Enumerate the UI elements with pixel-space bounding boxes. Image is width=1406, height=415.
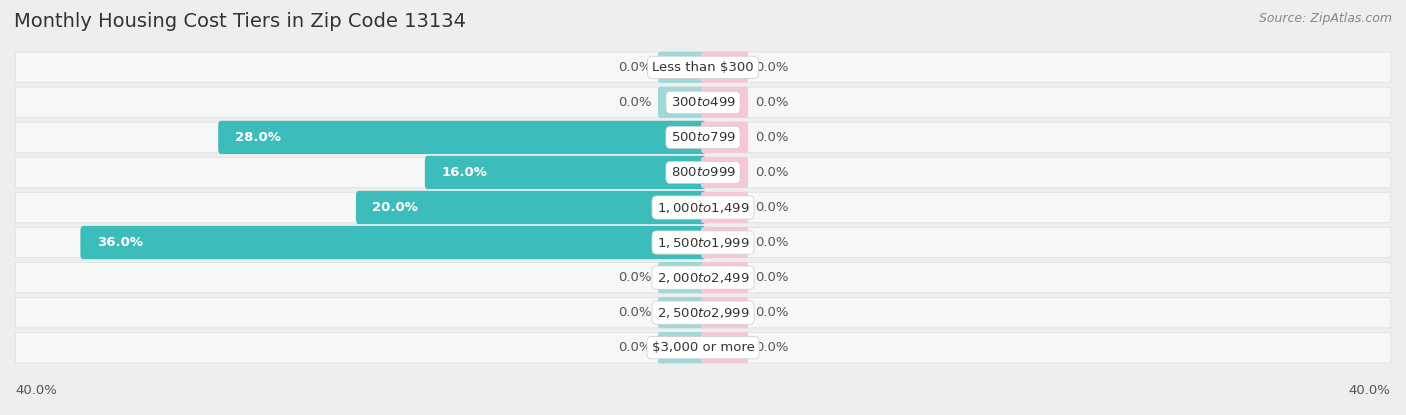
Text: 16.0%: 16.0%: [441, 166, 486, 179]
FancyBboxPatch shape: [702, 87, 748, 118]
FancyBboxPatch shape: [15, 298, 1391, 328]
Text: 0.0%: 0.0%: [755, 236, 789, 249]
Text: 0.0%: 0.0%: [755, 306, 789, 319]
Text: 0.0%: 0.0%: [755, 271, 789, 284]
Text: 0.0%: 0.0%: [755, 166, 789, 179]
Text: $800 to $999: $800 to $999: [671, 166, 735, 179]
Text: 0.0%: 0.0%: [617, 61, 651, 74]
FancyBboxPatch shape: [356, 191, 706, 224]
Text: Source: ZipAtlas.com: Source: ZipAtlas.com: [1258, 12, 1392, 25]
Text: 40.0%: 40.0%: [1348, 384, 1391, 398]
FancyBboxPatch shape: [15, 122, 1391, 153]
FancyBboxPatch shape: [702, 297, 748, 328]
Text: 0.0%: 0.0%: [617, 271, 651, 284]
FancyBboxPatch shape: [702, 262, 748, 293]
Text: $1,500 to $1,999: $1,500 to $1,999: [657, 236, 749, 249]
Text: 36.0%: 36.0%: [97, 236, 143, 249]
FancyBboxPatch shape: [658, 52, 704, 83]
FancyBboxPatch shape: [702, 332, 748, 363]
Text: 0.0%: 0.0%: [617, 341, 651, 354]
FancyBboxPatch shape: [658, 332, 704, 363]
FancyBboxPatch shape: [218, 121, 706, 154]
Text: 20.0%: 20.0%: [373, 201, 418, 214]
Text: $500 to $799: $500 to $799: [671, 131, 735, 144]
Text: 0.0%: 0.0%: [617, 96, 651, 109]
Text: $300 to $499: $300 to $499: [671, 96, 735, 109]
FancyBboxPatch shape: [15, 262, 1391, 293]
FancyBboxPatch shape: [702, 227, 748, 258]
FancyBboxPatch shape: [15, 192, 1391, 223]
Text: Less than $300: Less than $300: [652, 61, 754, 74]
FancyBboxPatch shape: [15, 332, 1391, 363]
FancyBboxPatch shape: [658, 262, 704, 293]
FancyBboxPatch shape: [15, 227, 1391, 258]
FancyBboxPatch shape: [15, 87, 1391, 117]
FancyBboxPatch shape: [80, 226, 706, 259]
FancyBboxPatch shape: [15, 52, 1391, 83]
FancyBboxPatch shape: [15, 157, 1391, 188]
Text: 0.0%: 0.0%: [755, 131, 789, 144]
FancyBboxPatch shape: [658, 297, 704, 328]
FancyBboxPatch shape: [658, 87, 704, 118]
Text: 0.0%: 0.0%: [755, 201, 789, 214]
Text: 0.0%: 0.0%: [755, 341, 789, 354]
FancyBboxPatch shape: [702, 192, 748, 223]
Text: 0.0%: 0.0%: [755, 96, 789, 109]
Text: $2,500 to $2,999: $2,500 to $2,999: [657, 305, 749, 320]
Text: 0.0%: 0.0%: [617, 306, 651, 319]
FancyBboxPatch shape: [702, 122, 748, 153]
Text: 40.0%: 40.0%: [15, 384, 58, 398]
Text: $3,000 or more: $3,000 or more: [651, 341, 755, 354]
Text: $2,000 to $2,499: $2,000 to $2,499: [657, 271, 749, 285]
Text: 0.0%: 0.0%: [755, 61, 789, 74]
Text: Monthly Housing Cost Tiers in Zip Code 13134: Monthly Housing Cost Tiers in Zip Code 1…: [14, 12, 465, 32]
Text: 28.0%: 28.0%: [235, 131, 280, 144]
Text: $1,000 to $1,499: $1,000 to $1,499: [657, 200, 749, 215]
FancyBboxPatch shape: [425, 156, 706, 189]
FancyBboxPatch shape: [702, 157, 748, 188]
FancyBboxPatch shape: [702, 52, 748, 83]
